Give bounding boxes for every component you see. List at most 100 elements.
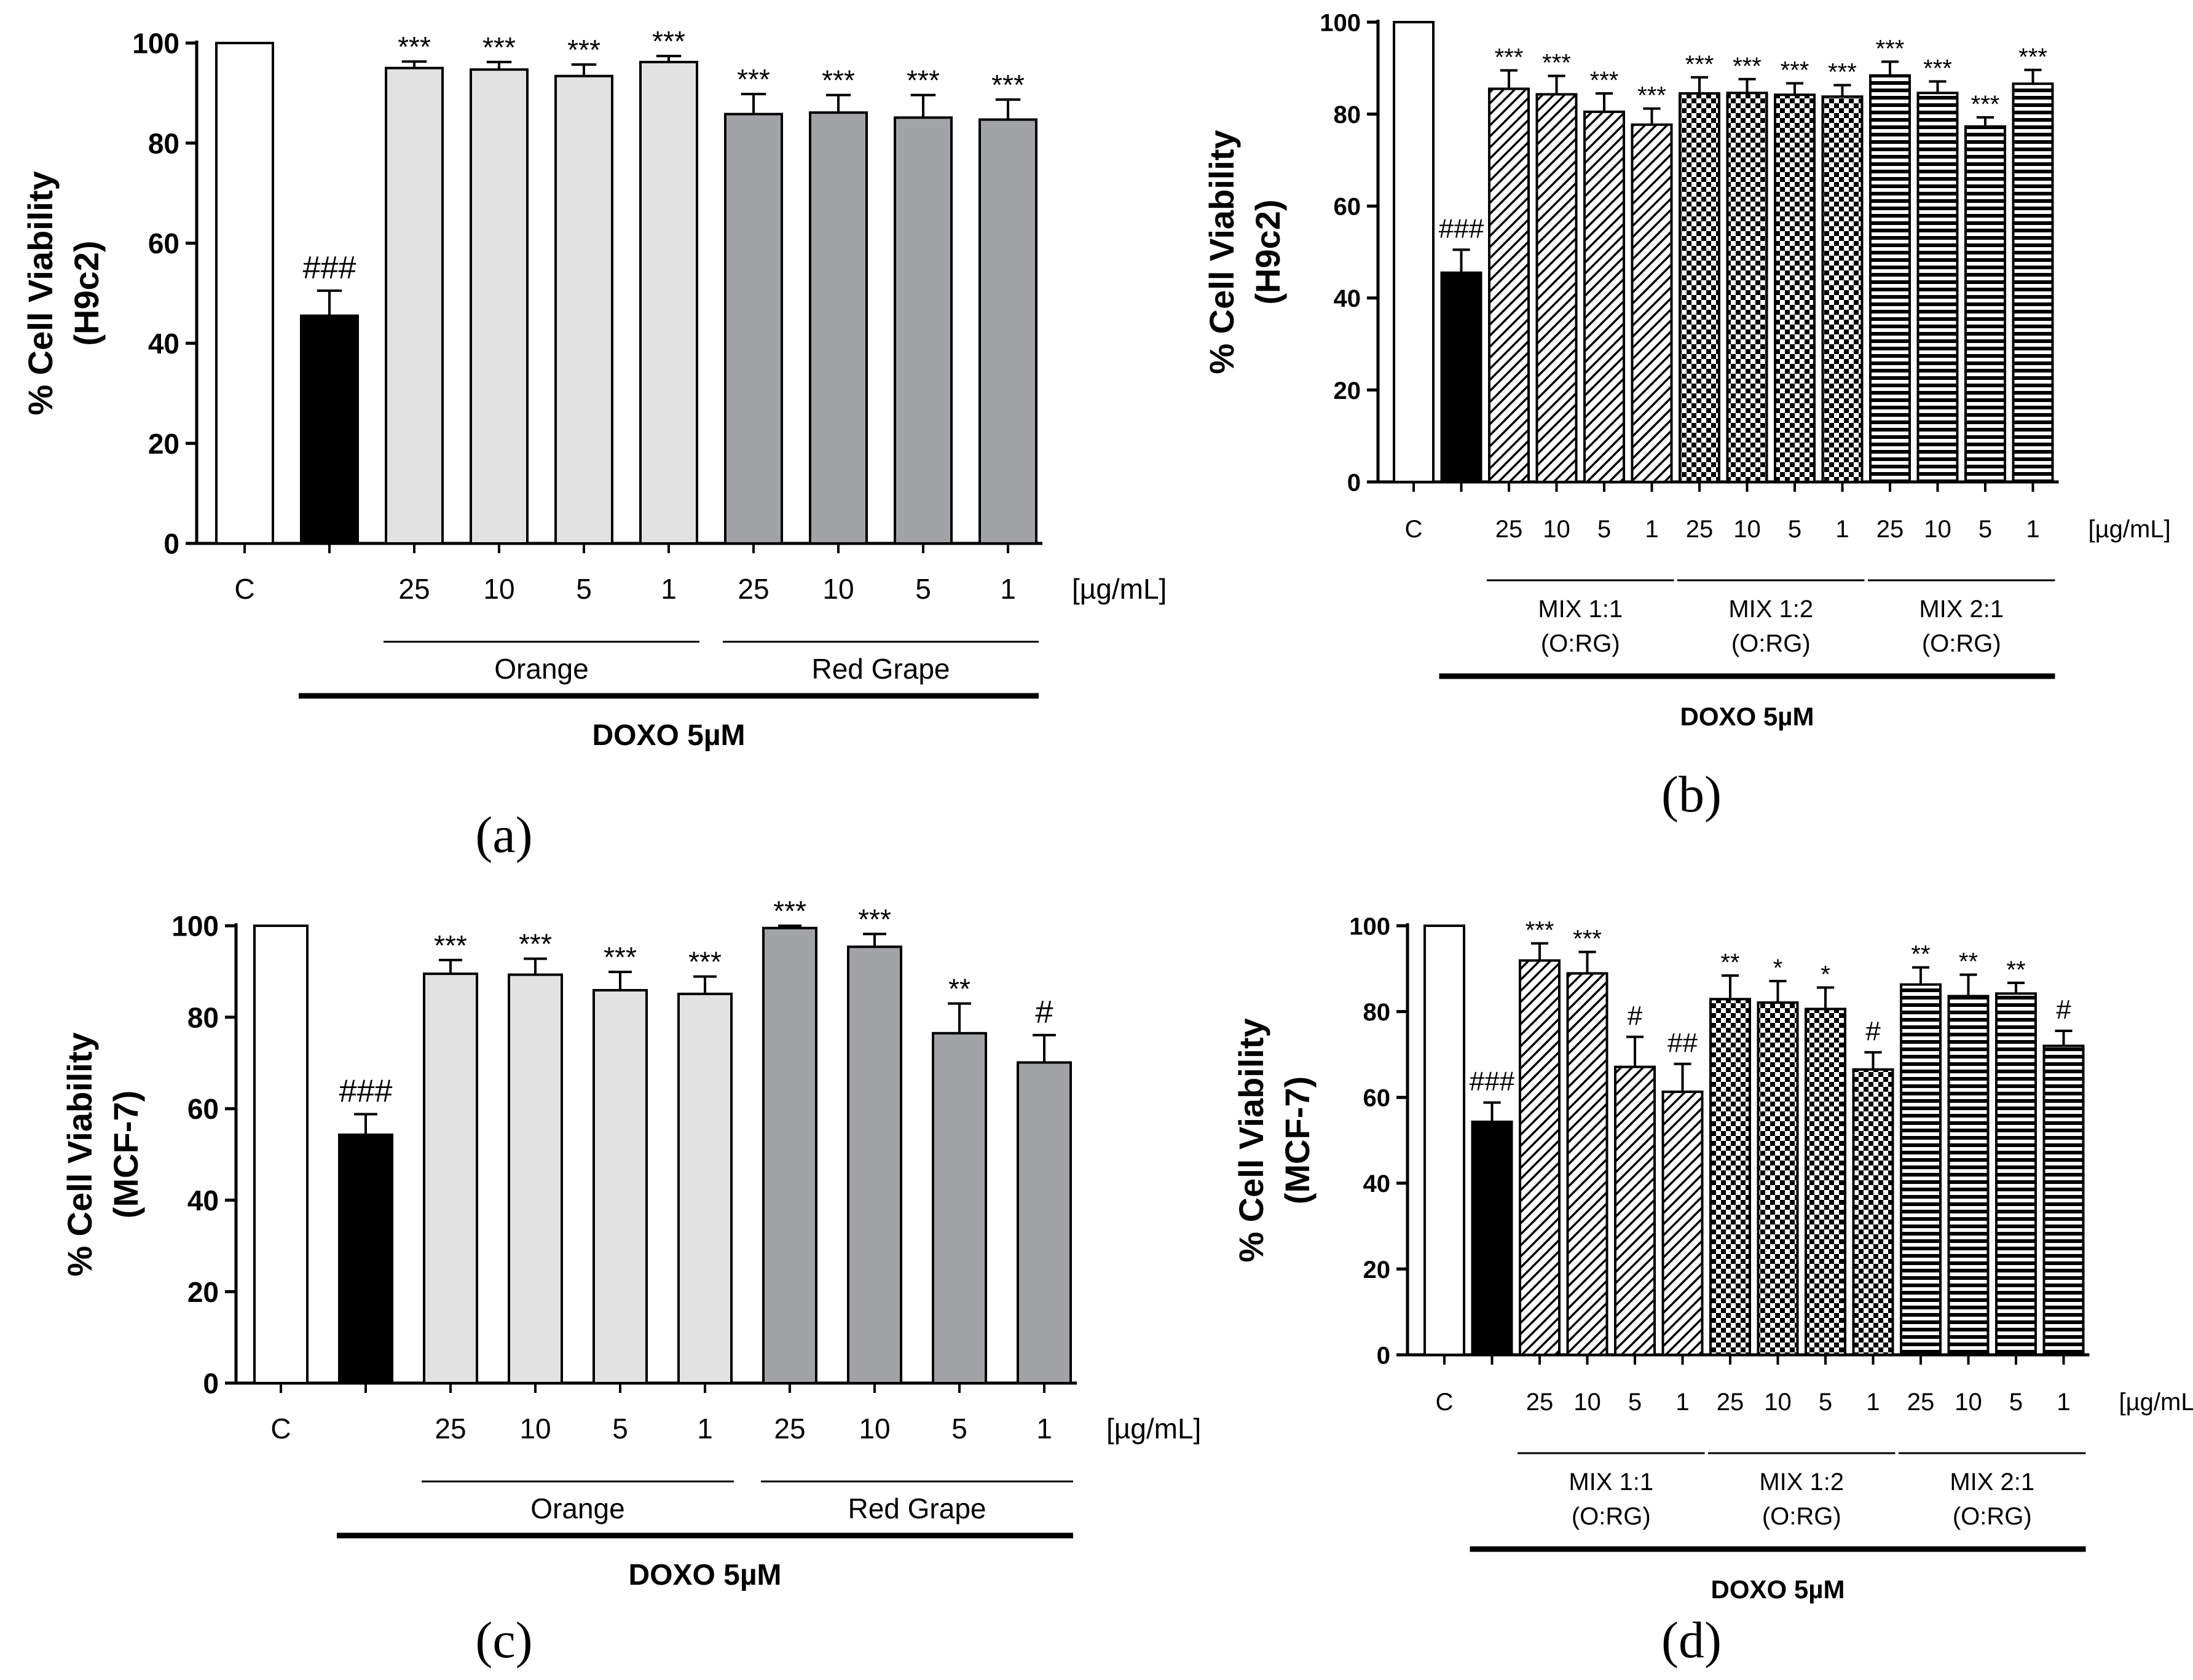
category-label: 25: [774, 1413, 805, 1445]
category-label: 25: [1876, 516, 1904, 543]
panel-label-d: (d): [1661, 1612, 1722, 1669]
y-tick-label: 80: [187, 1001, 219, 1033]
bar: [1471, 1120, 1513, 1356]
significance-label: ***: [1495, 44, 1524, 71]
category-label: 1: [1645, 516, 1658, 543]
group-label: MIX 2:1: [1919, 596, 2004, 623]
category-label: 5: [1788, 516, 1801, 543]
group-label: MIX 1:2: [1759, 1469, 1844, 1496]
bar: [1440, 271, 1482, 483]
category-label: 1: [1835, 516, 1849, 543]
category-label: 10: [1733, 516, 1761, 543]
bar: [1726, 92, 1768, 483]
bar: [1017, 1061, 1072, 1385]
panel-label-b: (b): [1661, 766, 1722, 823]
category-label: 25: [738, 573, 769, 605]
significance-label: *: [1773, 955, 1783, 982]
y-tick-label: 0: [203, 1368, 219, 1400]
group-label: MIX 1:1: [1569, 1469, 1653, 1496]
bar: [508, 973, 563, 1385]
significance-label: ***: [1573, 926, 1602, 953]
y-tick-label: 40: [1363, 1170, 1391, 1197]
category-label: 1: [2026, 516, 2039, 543]
y-axis-subtitle: (MCF-7): [106, 1090, 145, 1218]
y-tick-label: 40: [187, 1185, 219, 1217]
y-tick-label: 100: [171, 910, 219, 942]
significance-label: ***: [688, 946, 722, 978]
y-tick-label: 20: [148, 428, 179, 460]
bar: [1566, 972, 1608, 1356]
category-label: 10: [519, 1413, 551, 1445]
treatment-label: DOXO 5µM: [592, 719, 745, 752]
significance-label: ***: [822, 65, 855, 97]
y-tick-label: 100: [1320, 9, 1361, 36]
bar: [1679, 92, 1720, 483]
bar: [1519, 959, 1561, 1356]
significance-label: ***: [1637, 82, 1666, 109]
significance-label: ***: [858, 903, 891, 935]
treatment-label: DOXO 5µM: [1680, 702, 1814, 731]
significance-label: ***: [604, 941, 637, 973]
category-label: 1: [661, 573, 677, 605]
bar: [1535, 93, 1578, 484]
significance-label: ***: [1781, 57, 1809, 84]
y-tick-label: 0: [1347, 469, 1361, 496]
category-label: 5: [1819, 1389, 1832, 1416]
significance-label: ***: [1685, 51, 1714, 78]
significance-label: ***: [991, 69, 1025, 101]
bar: [554, 74, 613, 545]
bar: [762, 926, 817, 1384]
category-label: 25: [435, 1413, 466, 1445]
category-label: 25: [1686, 516, 1714, 543]
significance-label: ***: [1971, 91, 2000, 118]
significance-label: #: [1628, 1001, 1643, 1031]
category-label: 25: [1907, 1389, 1935, 1416]
group-sublabel: (O:RG): [1541, 630, 1620, 657]
y-tick-label: 60: [148, 227, 179, 259]
panel-label-a: (a): [475, 806, 532, 864]
bar: [1631, 123, 1673, 483]
significance-label: **: [1720, 949, 1739, 976]
bar: [2012, 82, 2054, 483]
category-label: 25: [398, 573, 430, 605]
significance-label: #: [1036, 995, 1053, 1030]
bar: [1774, 93, 1816, 483]
category-label: 1: [1866, 1389, 1880, 1416]
group-label: Red Grape: [848, 1493, 986, 1524]
group-label: MIX 2:1: [1950, 1469, 2034, 1496]
y-tick-label: 100: [1349, 913, 1390, 940]
bar: [847, 945, 902, 1384]
significance-label: ###: [1439, 213, 1484, 243]
bar: [1916, 92, 1959, 483]
category-label: 10: [1955, 1389, 1982, 1416]
bar: [978, 118, 1037, 545]
bar: [677, 992, 733, 1384]
bar: [215, 42, 274, 545]
bar: [809, 111, 868, 545]
y-tick-label: 80: [148, 127, 179, 159]
bar: [1423, 925, 1465, 1356]
bar: [1821, 95, 1864, 483]
significance-label: ***: [567, 34, 600, 66]
bar: [1614, 1065, 1656, 1356]
y-tick-label: 100: [132, 28, 179, 60]
significance-label: **: [1959, 948, 1978, 976]
unit-label: [µg/mL]: [1106, 1413, 1201, 1445]
category-label: C: [1436, 1389, 1454, 1416]
category-label: 10: [1573, 1389, 1601, 1416]
significance-label: ***: [1828, 58, 1857, 85]
category-label: 10: [1543, 516, 1570, 543]
bar: [385, 66, 444, 545]
category-label: 1: [1000, 573, 1016, 605]
y-axis-subtitle: (H9c2): [1248, 199, 1287, 304]
bar: [1583, 110, 1625, 484]
bar: [2042, 1044, 2085, 1356]
y-tick-label: 20: [1363, 1256, 1391, 1284]
bar: [1964, 125, 2006, 483]
panel-label-c: (c): [475, 1612, 532, 1669]
bar: [338, 1134, 393, 1385]
y-tick-label: 0: [1377, 1342, 1390, 1369]
panel-c: 0 20 40 60 80 100 % Cell Viability (MCF-7) C ### *…: [60, 895, 1201, 1591]
significance-label: ***: [1733, 53, 1762, 80]
significance-label: **: [2006, 956, 2025, 984]
